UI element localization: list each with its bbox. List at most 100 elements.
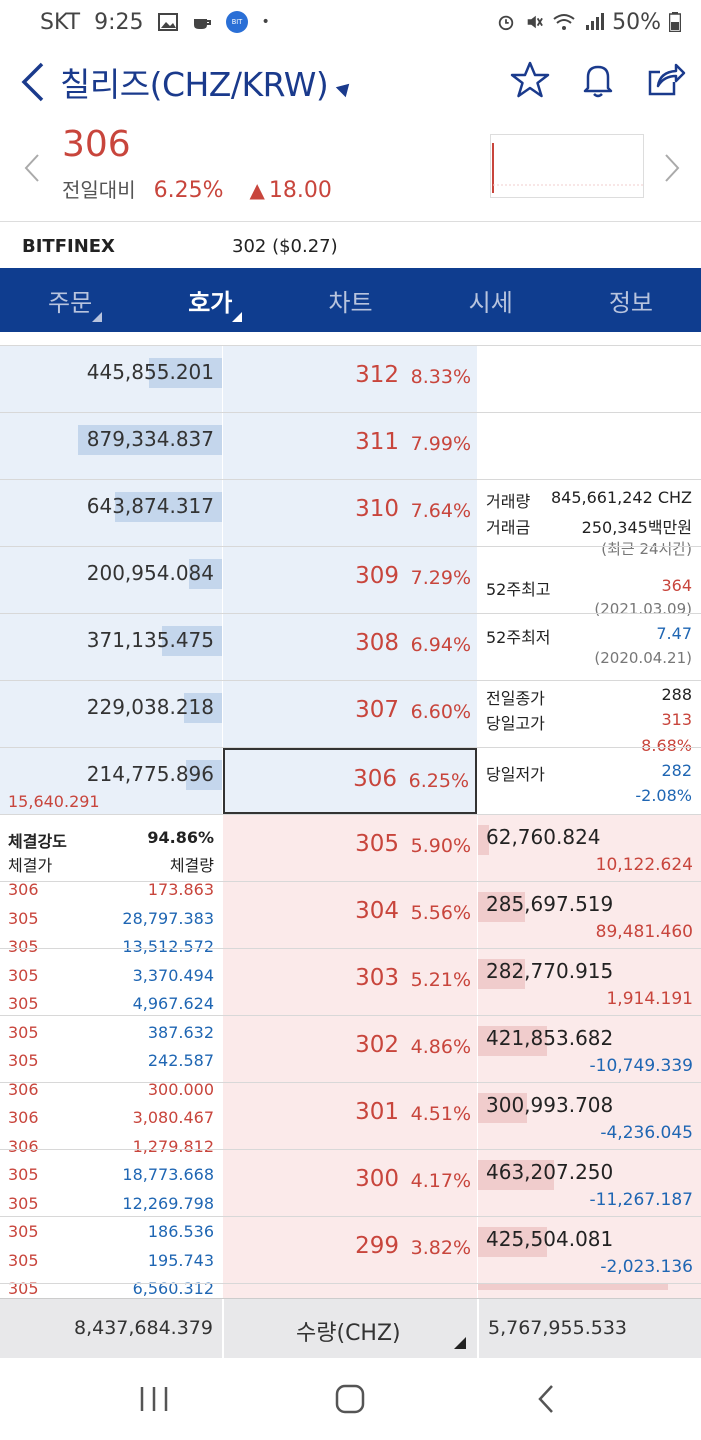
ask-price-row[interactable]: 308 6.94% (223, 614, 477, 680)
ask-quantity: 879,334.837 (86, 427, 214, 451)
tab-bar: 주문 호가 차트 시세 정보 (0, 268, 701, 332)
ask-volume-bar (189, 559, 222, 589)
carrier-label: SKT (40, 9, 81, 35)
prev-coin-arrow-icon[interactable] (22, 153, 42, 183)
bid-row[interactable]: 425,504.081 -2,023.136 (478, 1217, 701, 1283)
order-price: 309 (355, 563, 399, 589)
bid-row[interactable]: 285,697.519 89,481.460 (478, 882, 701, 948)
ask-price-row[interactable]: 309 7.29% (223, 547, 477, 613)
tab-info[interactable]: 정보 (561, 268, 701, 332)
exchange-name: BITFINEX (22, 235, 115, 257)
ask-row[interactable]: 643,874.317 (0, 480, 222, 546)
unit-selector[interactable]: 수량(CHZ) (296, 1321, 401, 1346)
bid-change: -4,236.045 (600, 1123, 693, 1143)
home-icon[interactable] (330, 1384, 370, 1414)
bid-price-row[interactable]: 302 4.86% (223, 1016, 477, 1082)
tab-chart[interactable]: 차트 (280, 268, 420, 332)
order-price-percent: 3.82% (410, 1237, 471, 1259)
summary-divider (222, 1299, 224, 1359)
row-separator (0, 546, 701, 547)
back-icon[interactable] (526, 1384, 566, 1414)
bid-row[interactable]: 62,760.824 10,122.624 (478, 815, 701, 881)
order-price-percent: 6.60% (410, 701, 471, 723)
back-arrow-icon[interactable] (18, 60, 48, 104)
order-price: 304 (355, 898, 399, 924)
bid-volume-bar (478, 1227, 547, 1257)
bid-price-row[interactable]: 304 5.56% (223, 882, 477, 948)
bid-change: -11,267.187 (589, 1190, 693, 1210)
order-price: 301 (355, 1099, 399, 1125)
order-price-percent: 6.94% (410, 634, 471, 656)
star-icon[interactable] (510, 60, 550, 100)
trade-row: 305 186.536 (8, 1222, 214, 1250)
unit-dropdown-icon[interactable] (454, 1337, 466, 1349)
trade-price: 305 (8, 994, 39, 1013)
order-price: 310 (355, 496, 399, 522)
mini-chart-line (492, 143, 643, 193)
tab-market-label: 시세 (468, 288, 513, 317)
price-change: 전일대비 6.25% ▲ 18.00 (62, 174, 332, 203)
order-price-percent: 8.33% (410, 366, 471, 388)
bid-row[interactable]: 421,853.682 -10,749.339 (478, 1016, 701, 1082)
tab-info-label: 정보 (608, 288, 653, 317)
tab-order[interactable]: 주문 (0, 268, 140, 332)
bid-price-row[interactable]: 299 3.82% (223, 1217, 477, 1283)
bid-volume-bar (478, 1026, 547, 1056)
ask-row[interactable]: 879,334.837 (0, 413, 222, 479)
bid-price-row[interactable]: 300 4.17% (223, 1150, 477, 1216)
bid-price-row[interactable]: 301 4.51% (223, 1083, 477, 1149)
mini-chart[interactable] (490, 134, 644, 198)
trade-price: 305 (8, 1222, 39, 1241)
ask-price-row[interactable]: 312 8.33% (223, 346, 477, 412)
order-price: 303 (355, 965, 399, 991)
ask-row[interactable]: 445,855.201 (0, 346, 222, 412)
bid-price-row[interactable]: 305 5.90% (223, 815, 477, 881)
title-dropdown-icon[interactable] (335, 78, 355, 98)
share-icon[interactable] (646, 60, 686, 100)
tab-orderbook[interactable]: 호가 (140, 268, 280, 332)
bid-row[interactable]: 463,207.250 -11,267.187 (478, 1150, 701, 1216)
trade-price: 305 (8, 908, 39, 928)
tab-orderbook-label: 호가 (188, 288, 233, 317)
ask-row[interactable]: 200,954.084 (0, 547, 222, 613)
prev-close-value: 288 (661, 685, 692, 704)
order-price: 308 (355, 630, 399, 656)
trade-quantity: 173.863 (147, 880, 214, 899)
exchange-reference: BITFINEX 302 ($0.27) (0, 224, 701, 268)
tab-market[interactable]: 시세 (421, 268, 561, 332)
prev-close-label: 전일종가 (486, 689, 545, 708)
bid-row[interactable]: 282,770.915 1,914.191 (478, 949, 701, 1015)
row-separator (0, 814, 701, 815)
bid-price-row[interactable]: 303 5.21% (223, 949, 477, 1015)
trade-price: 305 (8, 1279, 39, 1298)
mute-icon (527, 15, 543, 29)
ask-quantity: 200,954.084 (86, 561, 214, 585)
ask-price-row[interactable]: 311 7.99% (223, 413, 477, 479)
page-title[interactable]: 칠리즈(CHZ/KRW) (60, 65, 329, 104)
order-price-percent: 7.99% (410, 433, 471, 455)
ask-price-row[interactable]: 307 6.60% (223, 681, 477, 747)
trade-quantity: 387.632 (147, 1022, 214, 1042)
change-percent: 6.25% (153, 178, 224, 203)
trade-quantity: 3,080.467 (132, 1108, 214, 1127)
bid-row-partial (478, 1284, 701, 1298)
next-coin-arrow-icon[interactable] (662, 153, 682, 183)
bid-quantity: 282,770.915 (486, 959, 614, 983)
day-high-pct: 8.68% (641, 736, 692, 755)
row-separator (0, 613, 701, 614)
ask-volume-bar (115, 492, 222, 522)
bid-row[interactable]: 300,993.708 -4,236.045 (478, 1083, 701, 1149)
ask-row[interactable]: 229,038.218 (0, 681, 222, 747)
bell-icon[interactable] (578, 60, 618, 100)
recent-apps-icon[interactable] (134, 1384, 174, 1414)
bid-price-row-partial (223, 1284, 477, 1298)
row-separator (0, 412, 701, 413)
ask-row[interactable]: 214,775.896 15,640.291 (0, 748, 222, 814)
ask-price-row[interactable]: 310 7.64% (223, 480, 477, 546)
low52-value: 7.47 (656, 624, 692, 643)
current-price-row[interactable]: 306 6.25% (223, 748, 477, 814)
bid-quantity: 463,207.250 (486, 1160, 614, 1184)
trade-price: 305 (8, 965, 39, 985)
ask-row[interactable]: 371,135.475 (0, 614, 222, 680)
row-separator (0, 948, 701, 949)
